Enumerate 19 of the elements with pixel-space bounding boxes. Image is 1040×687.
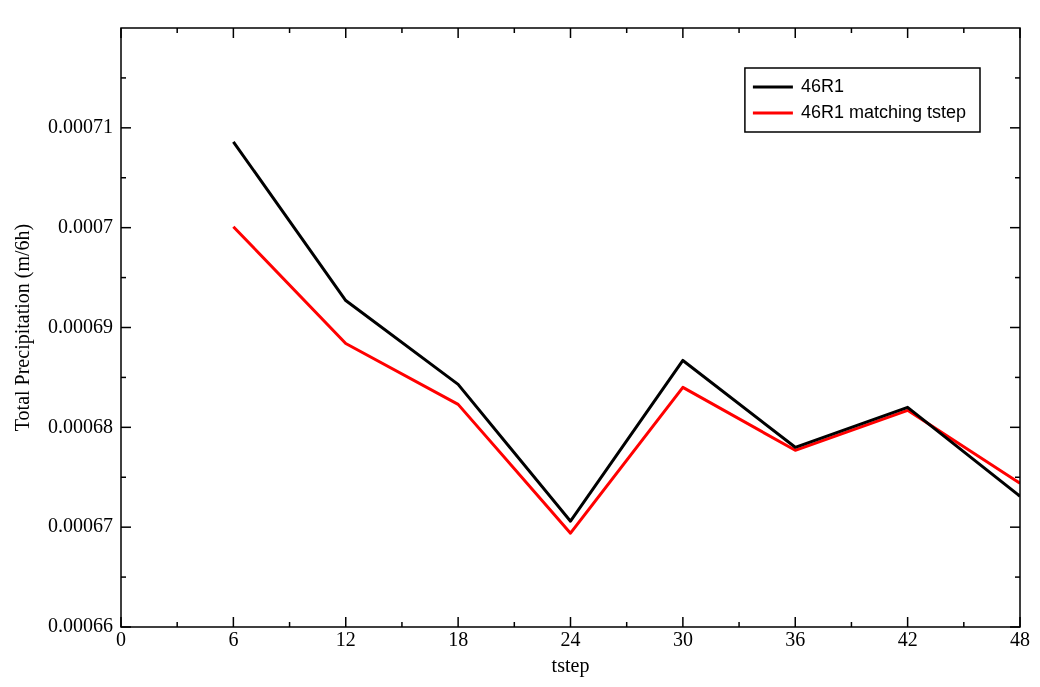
x-tick-label: 24 [560,628,581,651]
x-tick-label: 30 [672,628,693,651]
x-tick-label: 18 [448,628,469,651]
y-tick-label: 0.00071 [48,115,113,138]
y-axis-title: Total Precipitation (m/6h) [11,223,35,432]
y-tick-label: 0.00066 [48,614,113,637]
x-tick-label: 0 [116,628,126,651]
x-tick-label: 48 [1010,628,1030,651]
x-tick-label: 6 [228,628,239,651]
x-axis-title: tstep [551,654,590,678]
y-tick-label: 0.00068 [48,414,113,437]
x-tick-label: 42 [897,628,918,651]
legend-label: 46R1 [800,75,844,96]
y-tick-label: 0.0007 [58,214,113,237]
y-tick-label: 0.00069 [48,314,113,337]
x-tick-label: 12 [335,628,356,651]
y-tick-label: 0.00067 [48,514,113,537]
x-tick-label: 36 [785,628,806,651]
legend-label: 46R1 matching tstep [800,101,966,122]
